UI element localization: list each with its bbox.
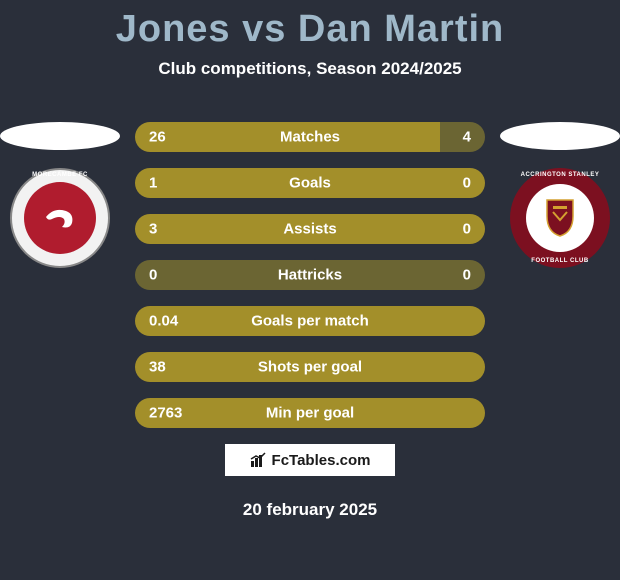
stat-label: Assists	[283, 221, 336, 238]
footer-date: 20 february 2025	[243, 500, 377, 520]
player-right-silhouette	[500, 122, 620, 150]
shrimp-icon	[40, 203, 80, 233]
brand-logo: FcTables.com	[225, 444, 395, 476]
stat-value-right: 0	[463, 175, 471, 192]
stat-value-left: 2763	[149, 405, 182, 422]
stat-row: 1 Goals 0	[135, 168, 485, 198]
club-badge-right: ACCRINGTON STANLEY FOOTBALL CLUB	[510, 168, 610, 268]
player-left-silhouette	[0, 122, 120, 150]
stat-value-left: 1	[149, 175, 157, 192]
brand-text: FcTables.com	[272, 452, 371, 469]
stat-row: 0.04 Goals per match	[135, 306, 485, 336]
page-subtitle: Club competitions, Season 2024/2025	[0, 59, 620, 79]
stat-value-left: 26	[149, 129, 166, 146]
stat-row: 26 Matches 4	[135, 122, 485, 152]
stat-value-left: 0.04	[149, 313, 178, 330]
player-left-column: MORECAMBE FC	[0, 122, 120, 268]
player-right-column: ACCRINGTON STANLEY FOOTBALL CLUB	[500, 122, 620, 268]
club-badge-left: MORECAMBE FC	[10, 168, 110, 268]
stat-row: 38 Shots per goal	[135, 352, 485, 382]
stat-label: Shots per goal	[258, 359, 362, 376]
stat-value-left: 38	[149, 359, 166, 376]
stat-label: Goals per match	[251, 313, 369, 330]
stat-label: Goals	[289, 175, 331, 192]
stat-row: 2763 Min per goal	[135, 398, 485, 428]
crest-icon	[543, 198, 577, 238]
badge-left-text: MORECAMBE FC	[32, 172, 88, 178]
stat-value-right: 0	[463, 221, 471, 238]
stat-value-right: 0	[463, 267, 471, 284]
badge-right-text-top: ACCRINGTON STANLEY	[521, 172, 600, 178]
stats-bars: 26 Matches 4 1 Goals 0 3 Assists 0 0 Hattricks 0 0.0…	[135, 122, 485, 444]
stat-row: 0 Hattricks 0	[135, 260, 485, 290]
badge-right-text-bottom: FOOTBALL CLUB	[531, 258, 588, 264]
page-title: Jones vs Dan Martin	[0, 0, 620, 51]
stat-row: 3 Assists 0	[135, 214, 485, 244]
stat-value-left: 0	[149, 267, 157, 284]
stat-value-right: 4	[463, 129, 471, 146]
stat-value-left: 3	[149, 221, 157, 238]
chart-icon	[250, 452, 268, 468]
stat-label: Min per goal	[266, 405, 354, 422]
stat-label: Hattricks	[278, 267, 342, 284]
stat-label: Matches	[280, 129, 340, 146]
